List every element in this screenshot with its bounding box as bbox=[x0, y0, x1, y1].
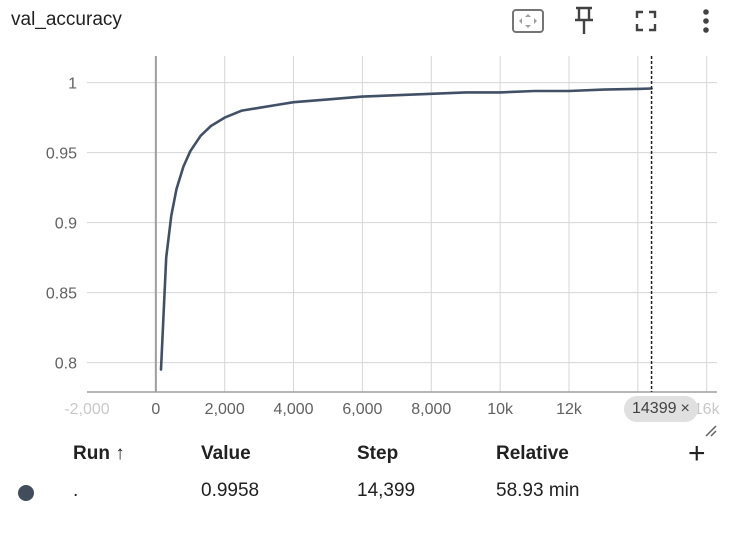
cell-value: 0.9958 bbox=[201, 480, 260, 501]
chart-grid bbox=[87, 56, 717, 392]
y-tick-label: 0.85 bbox=[46, 286, 77, 303]
table-header: Run ↑ Value Step Relative + bbox=[0, 439, 732, 469]
pin-icon[interactable] bbox=[566, 4, 602, 38]
axis-tick-labels: 0.8 0.85 0.9 0.95 1 -2,000 0 2,000 4,000 6,000 8,0… bbox=[46, 76, 721, 418]
step-chip-label: 14399 bbox=[632, 400, 677, 417]
x-tick-label: -2,000 bbox=[64, 401, 109, 418]
resize-handle-icon[interactable] bbox=[704, 424, 718, 438]
y-tick-label: 1 bbox=[68, 76, 77, 93]
y-tick-label: 0.95 bbox=[46, 146, 77, 163]
card-title: val_accuracy bbox=[11, 9, 122, 30]
x-tick-label: 2,000 bbox=[205, 401, 245, 418]
table-row: . 0.9958 14,399 58.93 min bbox=[0, 480, 732, 506]
cell-run: . bbox=[73, 480, 79, 501]
header-run[interactable]: Run ↑ bbox=[73, 443, 125, 464]
x-tick-label: 6,000 bbox=[342, 401, 382, 418]
header-value[interactable]: Value bbox=[201, 443, 251, 464]
fit-to-view-icon[interactable] bbox=[510, 4, 546, 38]
header-step[interactable]: Step bbox=[357, 443, 399, 464]
x-tick-label: 12k bbox=[556, 401, 583, 418]
add-column-button[interactable]: + bbox=[688, 437, 706, 470]
series-line bbox=[159, 87, 653, 371]
cell-relative: 58.93 min bbox=[496, 480, 580, 501]
x-tick-label: 10k bbox=[487, 401, 514, 418]
step-chip[interactable]: 14399 × bbox=[624, 396, 698, 422]
more-vert-icon[interactable] bbox=[688, 4, 724, 38]
x-tick-label: 8,000 bbox=[411, 401, 451, 418]
y-tick-label: 0.8 bbox=[55, 356, 77, 373]
header-relative[interactable]: Relative bbox=[496, 443, 569, 464]
run-color-dot bbox=[18, 485, 34, 501]
y-tick-label: 0.9 bbox=[55, 216, 77, 233]
x-tick-label: 0 bbox=[151, 401, 160, 418]
fullscreen-icon[interactable] bbox=[628, 4, 664, 38]
x-tick-label: 4,000 bbox=[274, 401, 314, 418]
close-icon[interactable]: × bbox=[680, 400, 690, 417]
cell-step: 14,399 bbox=[357, 480, 416, 501]
x-tick-label: 16k bbox=[694, 401, 721, 418]
line-chart[interactable]: 0.8 0.85 0.9 0.95 1 -2,000 0 2,000 4,000 6,000 8,0… bbox=[0, 0, 732, 430]
